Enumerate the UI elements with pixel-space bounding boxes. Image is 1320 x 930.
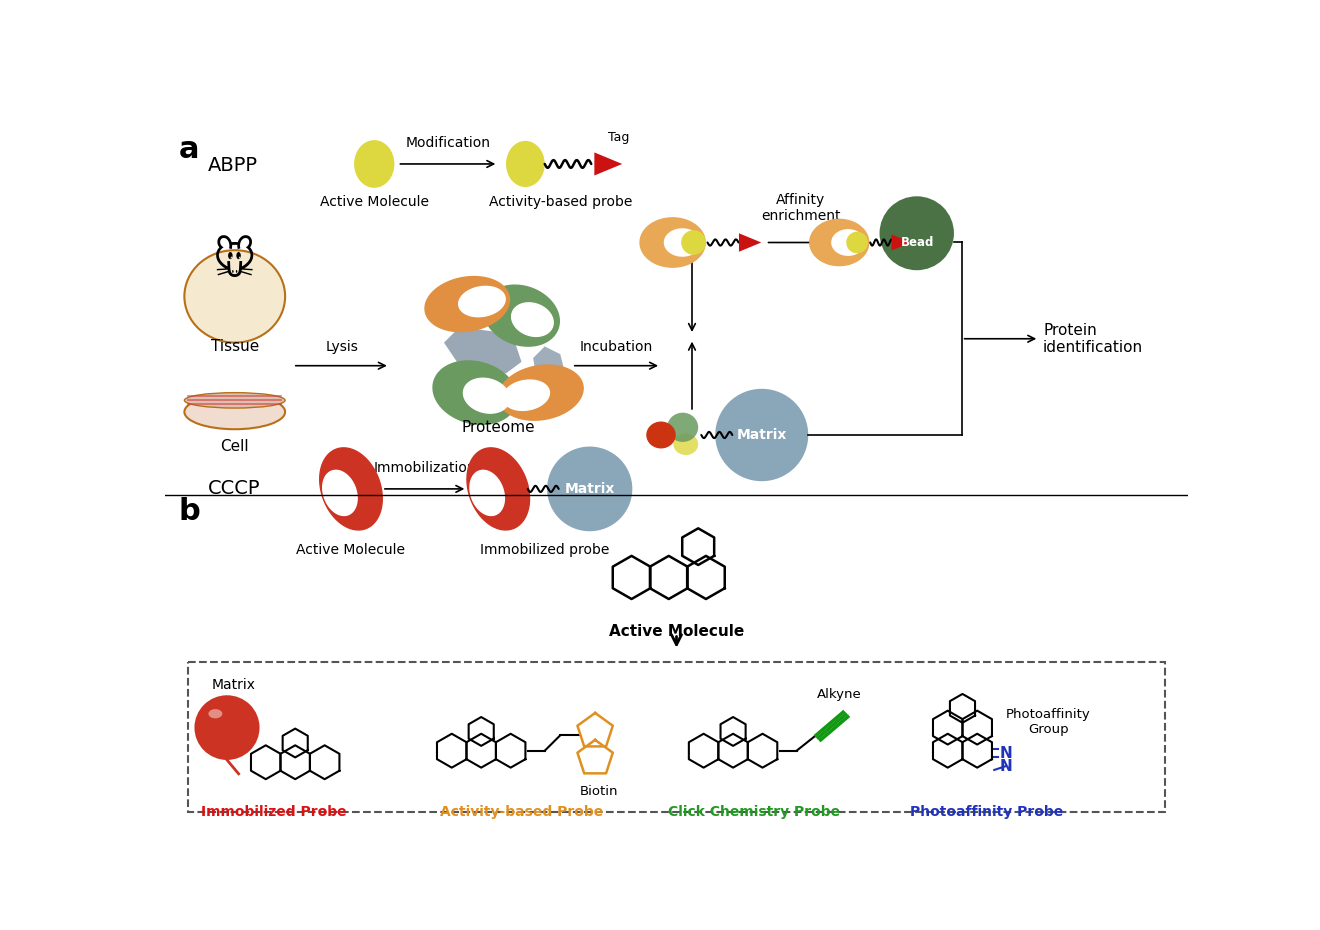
Circle shape bbox=[715, 389, 808, 481]
Text: N: N bbox=[999, 746, 1012, 761]
Ellipse shape bbox=[506, 140, 545, 187]
Text: Active Molecule: Active Molecule bbox=[297, 543, 405, 557]
Polygon shape bbox=[425, 276, 510, 332]
Polygon shape bbox=[533, 347, 564, 385]
Text: Affinity
enrichment: Affinity enrichment bbox=[760, 193, 841, 223]
Text: Proteome: Proteome bbox=[462, 419, 535, 434]
FancyBboxPatch shape bbox=[189, 662, 1164, 812]
Text: Activity-based Probe: Activity-based Probe bbox=[440, 804, 603, 818]
Text: N: N bbox=[999, 759, 1012, 774]
Text: 🐭: 🐭 bbox=[213, 241, 256, 283]
Text: Photoaffinity Probe: Photoaffinity Probe bbox=[909, 804, 1063, 818]
Polygon shape bbox=[459, 286, 506, 317]
Circle shape bbox=[879, 196, 954, 271]
Text: Tissue: Tissue bbox=[211, 339, 259, 353]
Polygon shape bbox=[483, 286, 560, 346]
Polygon shape bbox=[470, 471, 504, 515]
Polygon shape bbox=[512, 303, 553, 337]
Text: ABPP: ABPP bbox=[207, 156, 257, 175]
Text: Modification: Modification bbox=[405, 136, 490, 150]
Ellipse shape bbox=[681, 231, 706, 255]
Circle shape bbox=[546, 446, 632, 531]
Polygon shape bbox=[319, 448, 383, 530]
Polygon shape bbox=[499, 365, 583, 420]
Polygon shape bbox=[467, 448, 529, 530]
Ellipse shape bbox=[846, 232, 869, 253]
Text: Cell: Cell bbox=[220, 439, 249, 454]
Polygon shape bbox=[891, 234, 911, 250]
Text: Alkyne: Alkyne bbox=[817, 687, 862, 700]
Ellipse shape bbox=[185, 392, 285, 408]
Polygon shape bbox=[832, 230, 865, 255]
Ellipse shape bbox=[354, 140, 395, 188]
Polygon shape bbox=[503, 380, 549, 410]
Ellipse shape bbox=[673, 433, 698, 455]
Ellipse shape bbox=[647, 421, 676, 448]
Text: Click Chemistry Probe: Click Chemistry Probe bbox=[668, 804, 840, 818]
Text: Matrix: Matrix bbox=[211, 678, 256, 692]
Text: Photoaffinity
Group: Photoaffinity Group bbox=[1006, 709, 1090, 737]
Text: Immobilization: Immobilization bbox=[374, 461, 477, 475]
Polygon shape bbox=[444, 327, 521, 374]
Polygon shape bbox=[433, 361, 517, 424]
Text: CCCP: CCCP bbox=[207, 479, 260, 498]
Polygon shape bbox=[594, 153, 622, 176]
Text: Tag: Tag bbox=[609, 131, 630, 144]
Polygon shape bbox=[809, 219, 869, 266]
Text: a: a bbox=[180, 135, 199, 164]
Polygon shape bbox=[664, 229, 701, 256]
Text: b: b bbox=[180, 497, 201, 525]
Text: Protein
identification: Protein identification bbox=[1043, 323, 1143, 355]
Circle shape bbox=[194, 696, 260, 760]
Ellipse shape bbox=[209, 709, 222, 718]
Ellipse shape bbox=[667, 413, 698, 442]
Text: Immobilized Probe: Immobilized Probe bbox=[201, 804, 346, 818]
Polygon shape bbox=[463, 379, 510, 413]
Text: Matrix: Matrix bbox=[565, 482, 615, 496]
Text: Biotin: Biotin bbox=[579, 785, 618, 798]
Text: Activity-based probe: Activity-based probe bbox=[488, 194, 632, 208]
Text: Immobilized probe: Immobilized probe bbox=[480, 543, 610, 557]
Text: Incubation: Incubation bbox=[579, 340, 652, 354]
Polygon shape bbox=[322, 471, 358, 515]
Polygon shape bbox=[739, 233, 762, 252]
Ellipse shape bbox=[185, 394, 285, 430]
Text: Matrix: Matrix bbox=[737, 428, 787, 442]
Text: Lysis: Lysis bbox=[325, 340, 358, 354]
Text: Bead: Bead bbox=[902, 236, 935, 249]
Text: Active Molecule: Active Molecule bbox=[609, 624, 744, 639]
Ellipse shape bbox=[185, 250, 285, 342]
Polygon shape bbox=[640, 218, 705, 267]
Text: Active Molecule: Active Molecule bbox=[319, 194, 429, 208]
